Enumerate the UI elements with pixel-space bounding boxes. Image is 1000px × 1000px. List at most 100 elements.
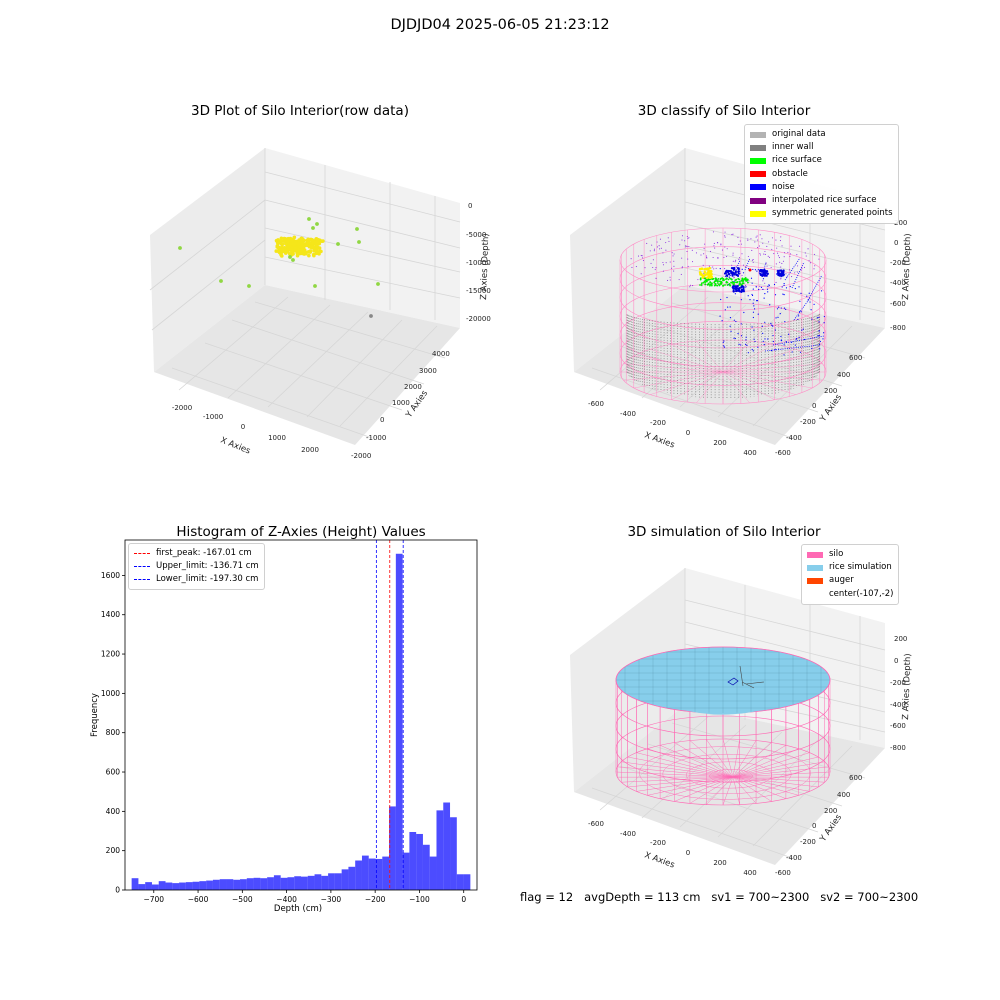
noise-point — [767, 285, 769, 287]
legend-entry: original data — [750, 128, 893, 141]
raw-point — [308, 250, 313, 254]
noise-point — [747, 295, 749, 297]
noise-point — [757, 346, 759, 348]
noise-cluster-point — [737, 272, 740, 275]
noise-point — [780, 340, 782, 342]
silo-floor-spoke — [732, 745, 787, 778]
original-data-point — [726, 248, 728, 250]
noise-cluster-point — [780, 269, 783, 272]
noise-point — [783, 294, 785, 296]
noise-point — [752, 350, 754, 352]
original-data-point — [686, 236, 688, 238]
original-data-point — [732, 233, 734, 235]
histogram-bar — [273, 875, 281, 890]
rice-surface-point — [707, 278, 710, 281]
x-tick-label: 0 — [686, 849, 690, 857]
legend-swatch — [750, 158, 766, 164]
z-tick-label: -600 — [890, 300, 906, 308]
original-data-point — [665, 242, 667, 244]
histogram-bar — [463, 874, 471, 890]
noise-cluster-point — [731, 273, 734, 277]
original-data-point — [799, 245, 801, 247]
original-data-point — [770, 266, 772, 269]
raw-gridlines — [149, 148, 461, 439]
histogram-bar — [253, 877, 261, 890]
raw-point — [292, 235, 297, 240]
original-data-point — [780, 278, 782, 280]
x-tick-label: -200 — [650, 839, 666, 847]
legend-swatch — [750, 144, 766, 151]
rice-surface-point — [732, 282, 735, 284]
histogram-y-axis-label: Frequency — [90, 693, 100, 737]
original-data-point — [771, 248, 773, 250]
histogram-bar — [165, 882, 173, 890]
noise-point — [800, 292, 802, 294]
silo-floor-spoke — [722, 371, 750, 404]
noise-streak — [807, 274, 823, 301]
original-data-point — [665, 262, 667, 264]
noise-point — [823, 315, 825, 318]
legend-entry: auger — [807, 574, 893, 587]
x-tick-label: 400 — [743, 869, 756, 877]
noise-point — [756, 300, 758, 302]
histogram-bar — [212, 879, 220, 890]
original-data-point — [733, 276, 735, 278]
rice-surface-point — [740, 279, 743, 282]
histogram-bar — [280, 877, 288, 890]
simulation-plot-title: 3D simulation of Silo Interior — [627, 524, 821, 540]
noise-cluster-point — [764, 270, 767, 273]
original-data-point — [706, 257, 708, 259]
silo-floor-spoke — [621, 776, 734, 783]
original-data-point — [809, 262, 812, 264]
noise-point — [723, 345, 725, 347]
raw-plot-title: 3D Plot of Silo Interior(row data) — [191, 103, 409, 119]
noise-point — [802, 328, 804, 330]
noise-cluster-point — [732, 290, 735, 293]
original-data-point — [780, 266, 782, 268]
histogram-bar — [138, 884, 146, 890]
histogram-bar — [334, 873, 342, 890]
raw-outlier-point — [376, 282, 380, 286]
original-data-point — [667, 279, 669, 282]
original-data-point — [713, 242, 715, 245]
silo-floor-spoke — [722, 349, 796, 373]
rice-surface-point — [728, 282, 731, 285]
raw-point — [299, 236, 303, 241]
x-tick-label: -400 — [620, 410, 636, 418]
y-tick-label: 1600 — [101, 571, 120, 580]
noise-point — [764, 293, 766, 295]
noise-point — [780, 307, 782, 309]
noise-point — [811, 347, 813, 350]
symmetric-point — [708, 276, 712, 280]
original-data-point — [653, 250, 655, 252]
noise-point — [734, 337, 736, 340]
original-data-point — [724, 236, 726, 238]
original-data-point — [766, 245, 768, 248]
noise-point — [756, 270, 758, 272]
x-tick-label: -600 — [588, 400, 604, 408]
noise-cluster-point — [759, 272, 762, 275]
raw-point — [301, 251, 305, 256]
original-data-point — [653, 248, 656, 250]
z-tick-label: -400 — [890, 701, 906, 709]
x-tick-label: 200 — [713, 439, 726, 447]
raw-point — [307, 253, 311, 258]
center-marker — [739, 665, 765, 689]
original-data-point — [738, 257, 741, 259]
raw-point — [275, 245, 280, 249]
noise-point — [741, 268, 743, 270]
silo-floor-spoke — [732, 752, 810, 778]
noise-point — [722, 341, 724, 344]
legend-label: symmetric generated points — [772, 208, 893, 219]
noise-point — [816, 317, 818, 319]
noise-point — [720, 298, 722, 301]
original-data-point — [709, 250, 712, 252]
noise-point — [745, 339, 747, 341]
silo-floor-spoke — [722, 371, 775, 400]
rice-surface-point — [741, 277, 744, 280]
noise-point — [723, 340, 725, 342]
noise-point — [783, 344, 785, 346]
original-data-point — [738, 258, 740, 260]
raw-point — [321, 239, 325, 243]
